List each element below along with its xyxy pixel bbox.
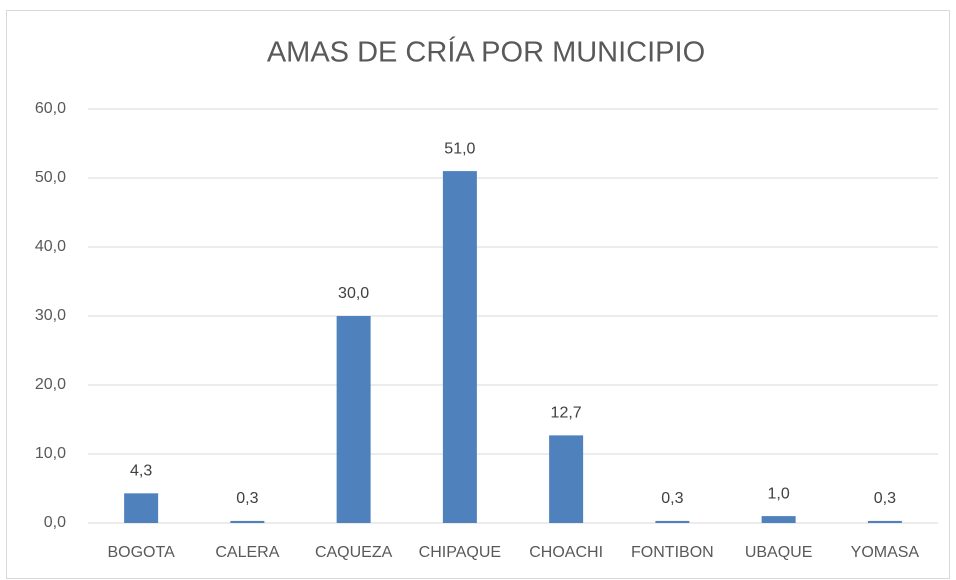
bar bbox=[336, 316, 371, 523]
x-tick-label: CHIPAQUE bbox=[419, 544, 501, 561]
y-tick-label: 20,0 bbox=[35, 376, 66, 393]
x-tick-label: CHOACHI bbox=[529, 544, 603, 561]
y-tick-label: 30,0 bbox=[35, 307, 66, 324]
x-tick-label: FONTIBON bbox=[631, 544, 714, 561]
bar bbox=[442, 171, 477, 523]
y-tick-label: 50,0 bbox=[35, 169, 66, 186]
chart-title: AMAS DE CRÍA POR MUNICIPIO bbox=[267, 36, 705, 69]
data-label: 51,0 bbox=[444, 140, 475, 157]
bar bbox=[230, 520, 265, 523]
chart-border bbox=[6, 10, 950, 579]
data-label: 1,0 bbox=[768, 485, 790, 502]
bar bbox=[761, 516, 796, 523]
bar bbox=[549, 435, 584, 523]
y-tick-label: 40,0 bbox=[35, 238, 66, 255]
bar bbox=[867, 520, 902, 523]
data-label: 0,3 bbox=[236, 490, 258, 507]
x-tick-label: YOMASA bbox=[851, 544, 920, 561]
data-label: 12,7 bbox=[551, 405, 582, 422]
x-tick-label: CAQUEZA bbox=[315, 544, 393, 561]
y-tick-label: 60,0 bbox=[35, 100, 66, 117]
data-label: 4,3 bbox=[130, 463, 152, 480]
data-label: 30,0 bbox=[338, 285, 369, 302]
x-tick-label: BOGOTA bbox=[107, 544, 175, 561]
x-tick-label: CALERA bbox=[215, 544, 279, 561]
y-tick-label: 0,0 bbox=[44, 514, 66, 531]
data-label: 0,3 bbox=[874, 490, 896, 507]
bar bbox=[124, 493, 159, 523]
y-tick-label: 10,0 bbox=[35, 445, 66, 462]
x-tick-label: UBAQUE bbox=[745, 544, 813, 561]
bar bbox=[655, 520, 690, 523]
data-label: 0,3 bbox=[661, 490, 683, 507]
